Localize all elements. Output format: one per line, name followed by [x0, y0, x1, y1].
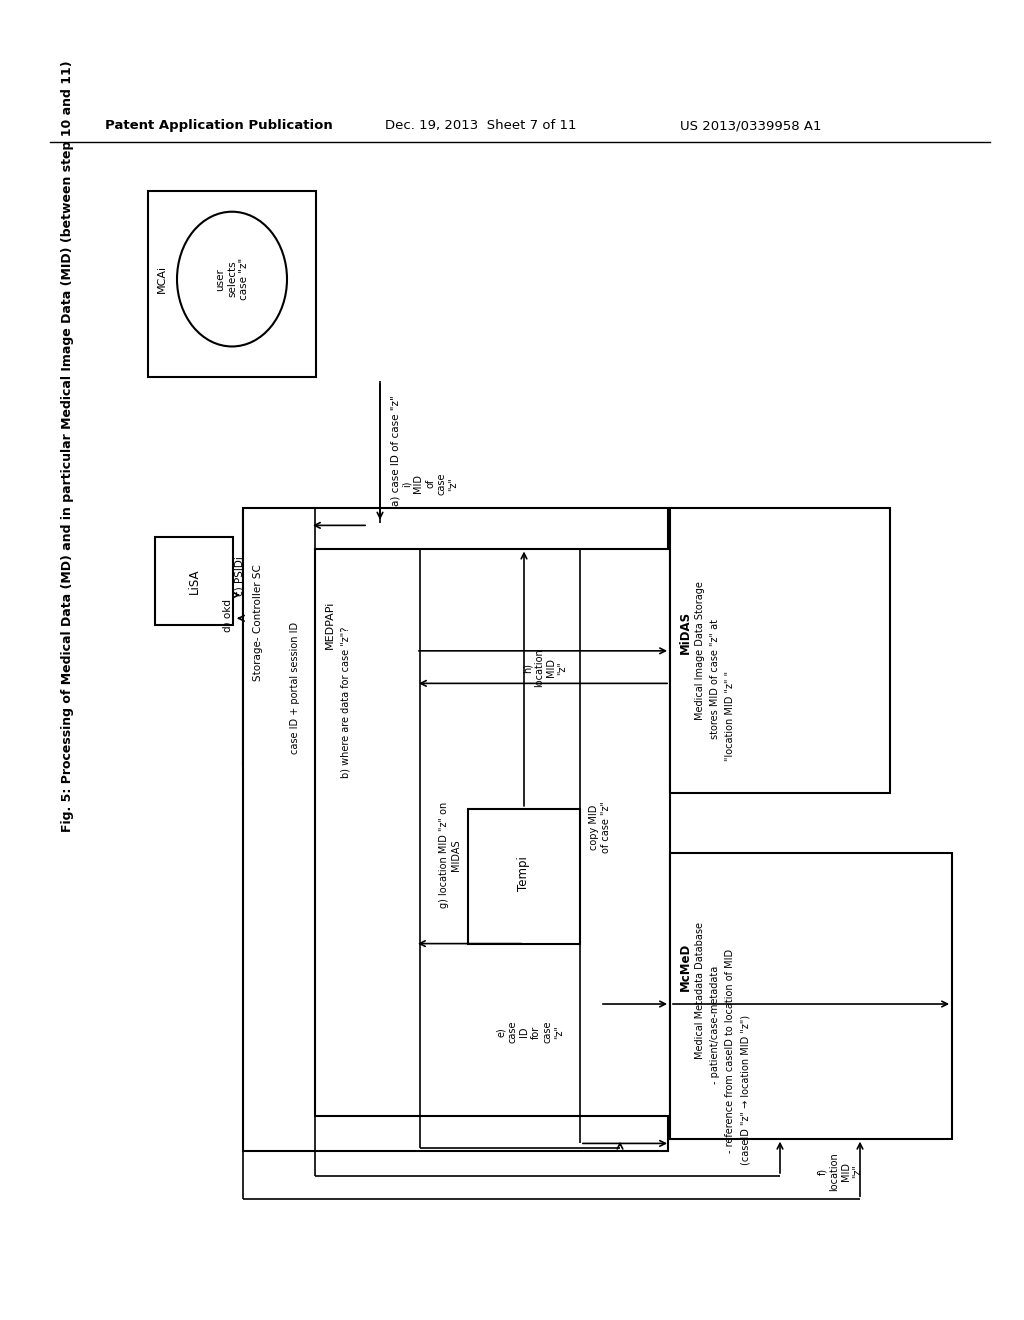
Text: c) PSIDi: c) PSIDi	[234, 557, 245, 597]
Text: Tempi: Tempi	[517, 857, 530, 891]
Bar	[243, 512, 368, 766]
Bar	[148, 191, 316, 376]
Text: copy MID
of case "z": copy MID of case "z"	[589, 801, 610, 854]
Text: LiSA: LiSA	[187, 569, 201, 594]
Bar	[315, 549, 670, 1115]
Text: "location MID "z" ": "location MID "z" "	[725, 671, 735, 760]
Text: h)
location
MID
"z": h) location MID "z"	[522, 648, 567, 686]
Text: MEDPAPi: MEDPAPi	[325, 601, 335, 649]
Bar	[468, 809, 580, 944]
Bar	[670, 508, 890, 793]
Text: case ID + portal session ID: case ID + portal session ID	[290, 622, 300, 754]
Text: b) where are data for case "z"?: b) where are data for case "z"?	[340, 626, 350, 777]
Text: Patent Application Publication: Patent Application Publication	[105, 119, 333, 132]
Text: - reference from caseID to location of MID: - reference from caseID to location of M…	[725, 948, 735, 1152]
Text: MiDAS: MiDAS	[679, 611, 691, 653]
Text: Fig. 5: Processing of Medical Data (MD) and in particular Medical Image Data (MI: Fig. 5: Processing of Medical Data (MD) …	[61, 61, 75, 832]
Text: Dec. 19, 2013  Sheet 7 of 11: Dec. 19, 2013 Sheet 7 of 11	[385, 119, 577, 132]
Text: f)
location
MID
"z": f) location MID "z"	[817, 1152, 862, 1191]
Text: Medical Image Data Storage: Medical Image Data Storage	[695, 581, 705, 721]
Text: a) case ID of case "z": a) case ID of case "z"	[390, 396, 400, 507]
Text: d) okd: d) okd	[222, 599, 232, 632]
Text: stores MID of case "z" at: stores MID of case "z" at	[710, 619, 720, 739]
Bar	[243, 508, 668, 1151]
Ellipse shape	[177, 211, 287, 346]
Text: user
selects
case "z": user selects case "z"	[215, 257, 249, 300]
Text: McMeD: McMeD	[679, 942, 691, 991]
Bar	[315, 525, 415, 739]
Text: g) location MID "z" on
MIDAS: g) location MID "z" on MIDAS	[439, 803, 461, 908]
Bar	[155, 536, 233, 624]
Text: Storage- Controller SC: Storage- Controller SC	[253, 565, 263, 681]
Text: e)
case
ID
for
case
"z": e) case ID for case "z"	[496, 1020, 564, 1043]
Text: i)
MID
of
case
"z": i) MID of case "z"	[401, 473, 458, 495]
Text: (caseID "z" → location MID "z"): (caseID "z" → location MID "z")	[740, 1015, 750, 1164]
Bar	[670, 853, 952, 1139]
Text: US 2013/0339958 A1: US 2013/0339958 A1	[680, 119, 821, 132]
Text: Medical Metadata Database: Medical Metadata Database	[695, 921, 705, 1059]
Text: - patient/case-metadata: - patient/case-metadata	[710, 965, 720, 1084]
Text: MCAi: MCAi	[157, 265, 167, 293]
